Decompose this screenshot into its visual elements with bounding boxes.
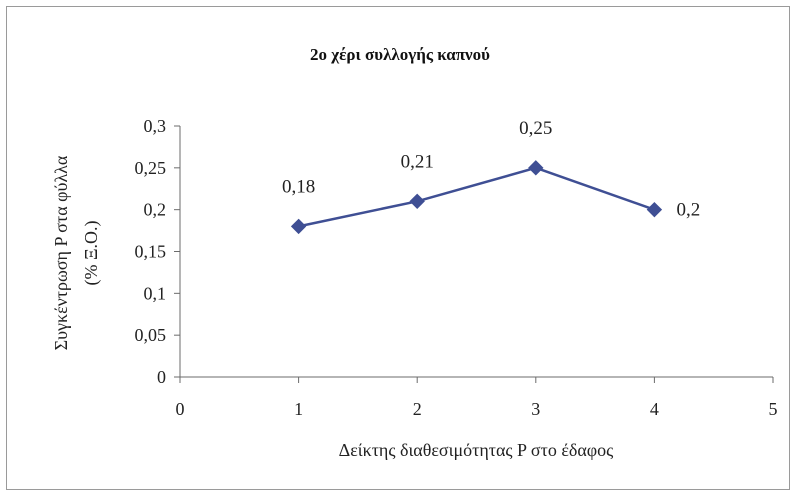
y-tick-label: 0,05 — [135, 325, 167, 345]
data-point-marker — [646, 201, 663, 218]
data-labels: 0,18 0,21 0,25 0,2 — [282, 118, 700, 221]
x-tick-label: 3 — [531, 399, 540, 419]
data-label: 0,21 — [401, 151, 434, 172]
data-point-marker — [409, 193, 425, 210]
data-point-marker — [528, 160, 544, 176]
y-tick-label: 0 — [157, 367, 166, 387]
series — [290, 160, 663, 235]
x-axis-label: Δείκτης διαθεσιμότητας P στο έδαφος — [339, 440, 614, 460]
x-tick-label: 2 — [413, 399, 422, 419]
y-tick-label: 0,3 — [144, 116, 167, 136]
y-axis-label: Συγκέντρωση P στα φύλλα (% Ξ.Ο.) — [51, 155, 102, 350]
data-label: 0,2 — [677, 200, 701, 221]
x-tick-label: 4 — [650, 399, 659, 419]
data-label: 0,25 — [519, 118, 552, 139]
y-tick-label: 0,1 — [144, 283, 167, 303]
data-point-marker — [290, 218, 307, 235]
axes — [174, 125, 774, 383]
series-line — [298, 166, 655, 228]
chart-frame — [6, 6, 790, 490]
y-tick-label: 0,15 — [135, 242, 167, 262]
y-axis-label-line2: (% Ξ.Ο.) — [81, 220, 102, 285]
x-tick-label: 0 — [176, 399, 185, 419]
y-axis-label-line1: Συγκέντρωση P στα φύλλα — [51, 155, 71, 350]
chart-title: 2ο χέρι συλλογής καπνού — [310, 45, 490, 64]
y-tick-label: 0,2 — [144, 200, 167, 220]
x-tick-label: 5 — [769, 399, 778, 419]
y-tick-label: 0,25 — [135, 158, 167, 178]
data-label: 0,18 — [282, 176, 315, 197]
x-tick-label: 1 — [294, 399, 303, 419]
tick-labels: 0 0,05 0,1 0,15 0,2 0,25 0,3 0 1 2 3 4 5 — [135, 116, 778, 419]
